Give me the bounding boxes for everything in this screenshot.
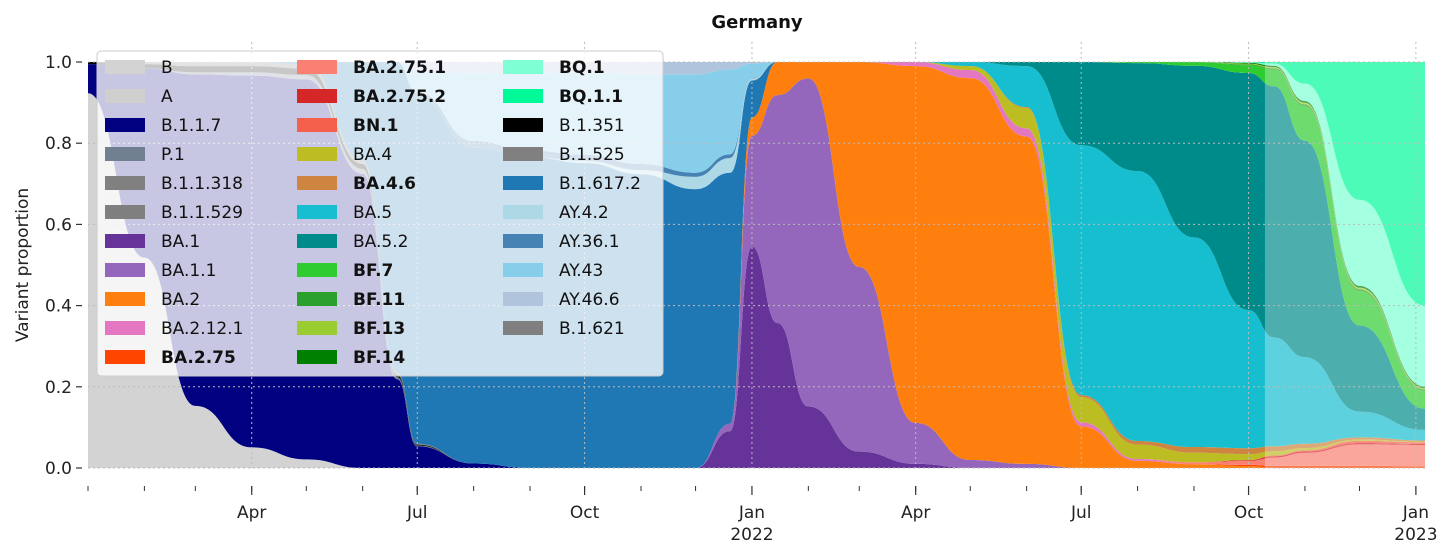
area-ba-1-1 [88,64,1425,468]
legend-label-ay-46-6: AY.46.6 [559,290,620,310]
legend-swatch-ba-1-1 [105,263,145,277]
legend-label-b-1-351: B.1.351 [559,116,625,136]
forecast-shade [1264,62,1425,468]
y-tick-label: 0.0 [45,459,72,479]
legend-swatch-ba-4 [297,147,337,161]
legend-label-b-1-1-7: B.1.1.7 [161,116,221,136]
legend-label-ba-2-75-1: BA.2.75.1 [353,58,446,78]
legend-swatch-ba-2-75-2 [297,89,337,103]
legend-swatch-bf-11 [297,292,337,306]
legend-label-b: B [161,58,173,78]
legend-swatch-bf-7 [297,263,337,277]
legend-label-bf-14: BF.14 [353,348,405,368]
legend-swatch-p-1 [105,147,145,161]
legend-swatch-a [105,89,145,103]
x-tick-label: Jan [1402,503,1429,523]
y-tick-label: 1.0 [45,53,72,73]
legend-swatch-b-1-1-318 [105,176,145,190]
legend-swatch-ay-4-2 [503,205,543,219]
legend-label-ba-5: BA.5 [353,203,392,223]
legend-label-ba-1: BA.1 [161,232,200,252]
area-bf-7 [88,62,1425,468]
legend-swatch-b-1-351 [503,118,543,132]
legend-label-b-1-525: B.1.525 [559,145,625,165]
legend-label-p-1: P.1 [161,145,185,165]
legend-label-ba-2-75-2: BA.2.75.2 [353,87,446,107]
legend-swatch-bq-1 [503,60,543,74]
x-tick-year-label: 2023 [1394,525,1437,545]
legend-swatch-ay-36-1 [503,234,543,248]
x-tick-label: Oct [570,503,600,523]
x-tick-label: Jul [1070,503,1092,523]
x-tick-label: Apr [237,503,266,523]
legend-label-ba-5-2: BA.5.2 [353,232,408,252]
legend-swatch-ba-2 [105,292,145,306]
legend-label-b-1-621: B.1.621 [559,319,625,339]
legend-label-ba-2-12-1: BA.2.12.1 [161,319,243,339]
legend-swatch-ba-2-75-1 [297,60,337,74]
legend: BA B.1.1.7 P.1 B.1.1.318 B.1.1.529 BA.1 BA.1.1… [96,50,664,377]
x-tick-label: Oct [1234,503,1264,523]
legend-label-a: A [161,87,173,107]
legend-label-ba-2: BA.2 [161,290,200,310]
legend-swatch-ay-43 [503,263,543,277]
legend-label-b-1-617-2: B.1.617.2 [559,174,641,194]
y-tick-label: 0.2 [45,378,72,398]
legend-label-ba-1-1: BA.1.1 [161,261,216,281]
y-tick-label: 0.6 [45,215,72,235]
legend-label-ay-43: AY.43 [559,261,603,281]
legend-swatch-ba-4-6 [297,176,337,190]
area-ba-1 [88,64,1425,468]
legend-label-bq-1: BQ.1 [559,58,605,78]
legend-swatch-ba-2-12-1 [105,321,145,335]
legend-label-ba-4: BA.4 [353,145,392,165]
legend-swatch-b-1-617-2 [503,176,543,190]
legend-swatch-ba-1 [105,234,145,248]
y-axis-label: Variant proportion [13,188,33,342]
legend-swatch-ba-5 [297,205,337,219]
area-b [88,93,1425,468]
legend-label-ba-4-6: BA.4.6 [353,174,416,194]
legend-label-bn-1: BN.1 [353,116,398,136]
legend-label-bf-11: BF.11 [353,290,405,310]
legend-label-ay-4-2: AY.4.2 [559,203,609,223]
x-tick-year-label: 2022 [730,525,773,545]
legend-swatch-bq-1-1 [503,89,543,103]
legend-swatch-ba-5-2 [297,234,337,248]
legend-label-b-1-1-318: B.1.1.318 [161,174,243,194]
x-tick-label: Apr [901,503,930,523]
legend-swatch-bn-1 [297,118,337,132]
legend-swatch-b [105,60,145,74]
x-tick-label: Jan [738,503,765,523]
legend-swatch-b-1-621 [503,321,543,335]
legend-swatch-b-1-1-7 [105,118,145,132]
y-axis: 0.0 0.2 0.4 0.6 0.8 1.0 [45,53,82,479]
legend-swatch-ay-46-6 [503,292,543,306]
legend-label-ba-2-75: BA.2.75 [161,348,236,368]
x-tick-label: Jul [406,503,428,523]
y-tick-label: 0.8 [45,134,72,154]
legend-label-b-1-1-529: B.1.1.529 [161,203,243,223]
legend-swatch-ba-2-75 [105,350,145,364]
legend-label-bq-1-1: BQ.1.1 [559,87,623,107]
legend-label-bf-13: BF.13 [353,319,405,339]
chart-title: Germany [711,12,803,33]
legend-swatch-bf-13 [297,321,337,335]
legend-swatch-bf-14 [297,350,337,364]
legend-swatch-b-1-525 [503,147,543,161]
area-ba-5 [88,62,1425,468]
legend-label-ay-36-1: AY.36.1 [559,232,620,252]
legend-swatch-b-1-1-529 [105,205,145,219]
y-tick-label: 0.4 [45,297,72,317]
legend-label-bf-7: BF.7 [353,261,393,281]
